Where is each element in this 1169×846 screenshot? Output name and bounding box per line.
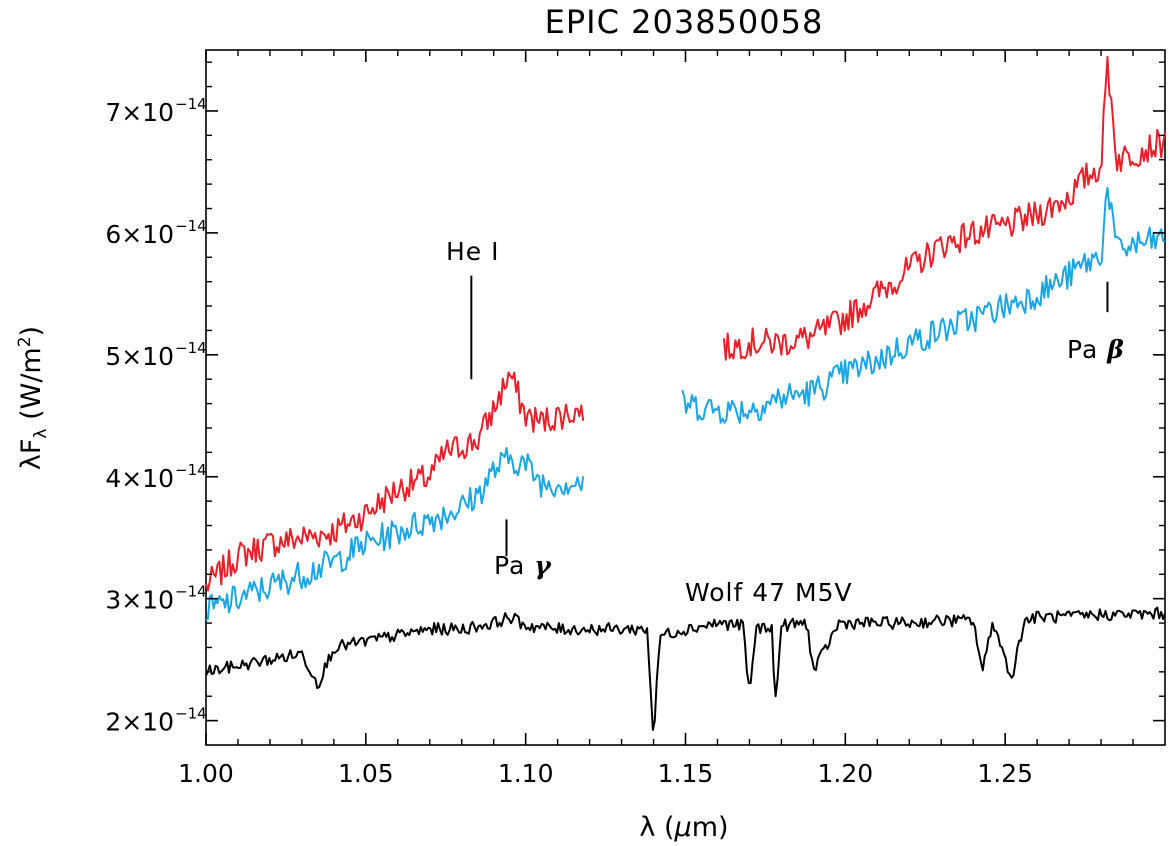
y-tick-exponent: −14 xyxy=(175,217,207,235)
annotation-layer: He I Pa γ Pa β Wolf 47 M5V xyxy=(446,237,1125,607)
pa-gamma-label: Pa γ xyxy=(494,551,552,580)
spectrum-line-1-0 xyxy=(205,447,585,621)
x-tick-label: 1.25 xyxy=(977,759,1033,788)
y-tick-label: 2×10 xyxy=(105,708,174,737)
x-tick-label: 1.00 xyxy=(178,759,234,788)
spectrum-line-0-1 xyxy=(722,55,1166,361)
he-i-label: He I xyxy=(446,237,500,266)
y-axis-label: λFλ (W/m2) xyxy=(15,326,51,470)
spectrum-line-2-0 xyxy=(205,606,1166,731)
y-tick-exponent: −14 xyxy=(175,95,207,113)
y-tick-exponent: −14 xyxy=(175,583,207,601)
wolf-47-label: Wolf 47 M5V xyxy=(685,578,853,607)
spectrum-line-1-1 xyxy=(681,186,1166,424)
tick-layer: 1.00 1.05 1.10 1.15 1.20 1.252×10 −143×10 −144×… xyxy=(105,50,1165,788)
y-tick-label: 5×10 xyxy=(105,342,174,371)
x-tick-label: 1.05 xyxy=(338,759,394,788)
y-tick-label: 6×10 xyxy=(105,220,174,249)
y-tick-label: 4×10 xyxy=(105,464,174,493)
pa-beta-label: Pa β xyxy=(1067,335,1125,364)
y-tick-label: 7×10 xyxy=(105,98,174,127)
y-tick-exponent: −14 xyxy=(175,339,207,357)
series-layer xyxy=(205,55,1166,731)
x-tick-label: 1.10 xyxy=(498,759,554,788)
x-tick-label: 1.20 xyxy=(817,759,873,788)
y-tick-label: 3×10 xyxy=(105,586,174,615)
x-axis-label: λ (μm) xyxy=(639,812,728,843)
x-tick-label: 1.15 xyxy=(658,759,714,788)
y-tick-exponent: −14 xyxy=(175,705,207,723)
y-tick-exponent: −14 xyxy=(175,461,207,479)
spectrum-line-0-0 xyxy=(205,371,585,592)
chart-title: EPIC 203850058 xyxy=(545,3,824,41)
plot-area: 1.00 1.05 1.10 1.15 1.20 1.252×10 −143×10 −144×… xyxy=(105,49,1166,788)
